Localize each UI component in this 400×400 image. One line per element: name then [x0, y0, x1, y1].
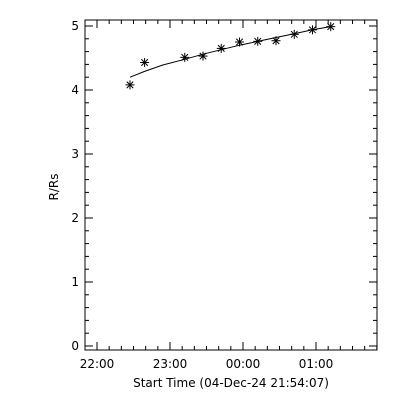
x-tick-label: 22:00 [80, 357, 115, 371]
y-tick-label: 5 [71, 19, 79, 33]
data-point-stroke [327, 23, 335, 31]
x-tick-label: 23:00 [153, 357, 188, 371]
data-point [140, 57, 150, 67]
y-axis-label: R/Rs [47, 174, 61, 201]
x-axis: 22:00 23:00 00:00 01:00 [80, 20, 378, 371]
x-tick-label: 00:00 [226, 357, 261, 371]
data-point-stroke [141, 58, 149, 67]
y-tick-label: 2 [71, 211, 79, 225]
data-point-stroke [126, 81, 134, 89]
data-point-stroke [290, 30, 298, 38]
fit-line [129, 26, 331, 78]
y-tick-label: 0 [71, 339, 79, 353]
x-axis-label: Start Time (04-Dec-24 21:54:07) [133, 376, 329, 390]
data-point [180, 52, 190, 62]
y-tick-label: 1 [71, 275, 79, 289]
y-tick-label: 3 [71, 147, 79, 161]
plot-frame [84, 19, 378, 351]
plot-area [125, 22, 336, 90]
y-axis: 0 1 2 3 4 5 [71, 19, 377, 353]
y-tick-label: 4 [71, 83, 79, 97]
data-point-stroke [235, 38, 244, 46]
x-tick-label: 01:00 [299, 357, 334, 371]
axes-frame [84, 19, 378, 351]
data-point [326, 22, 336, 32]
data-point-stroke [272, 37, 280, 45]
data-point [125, 80, 135, 90]
